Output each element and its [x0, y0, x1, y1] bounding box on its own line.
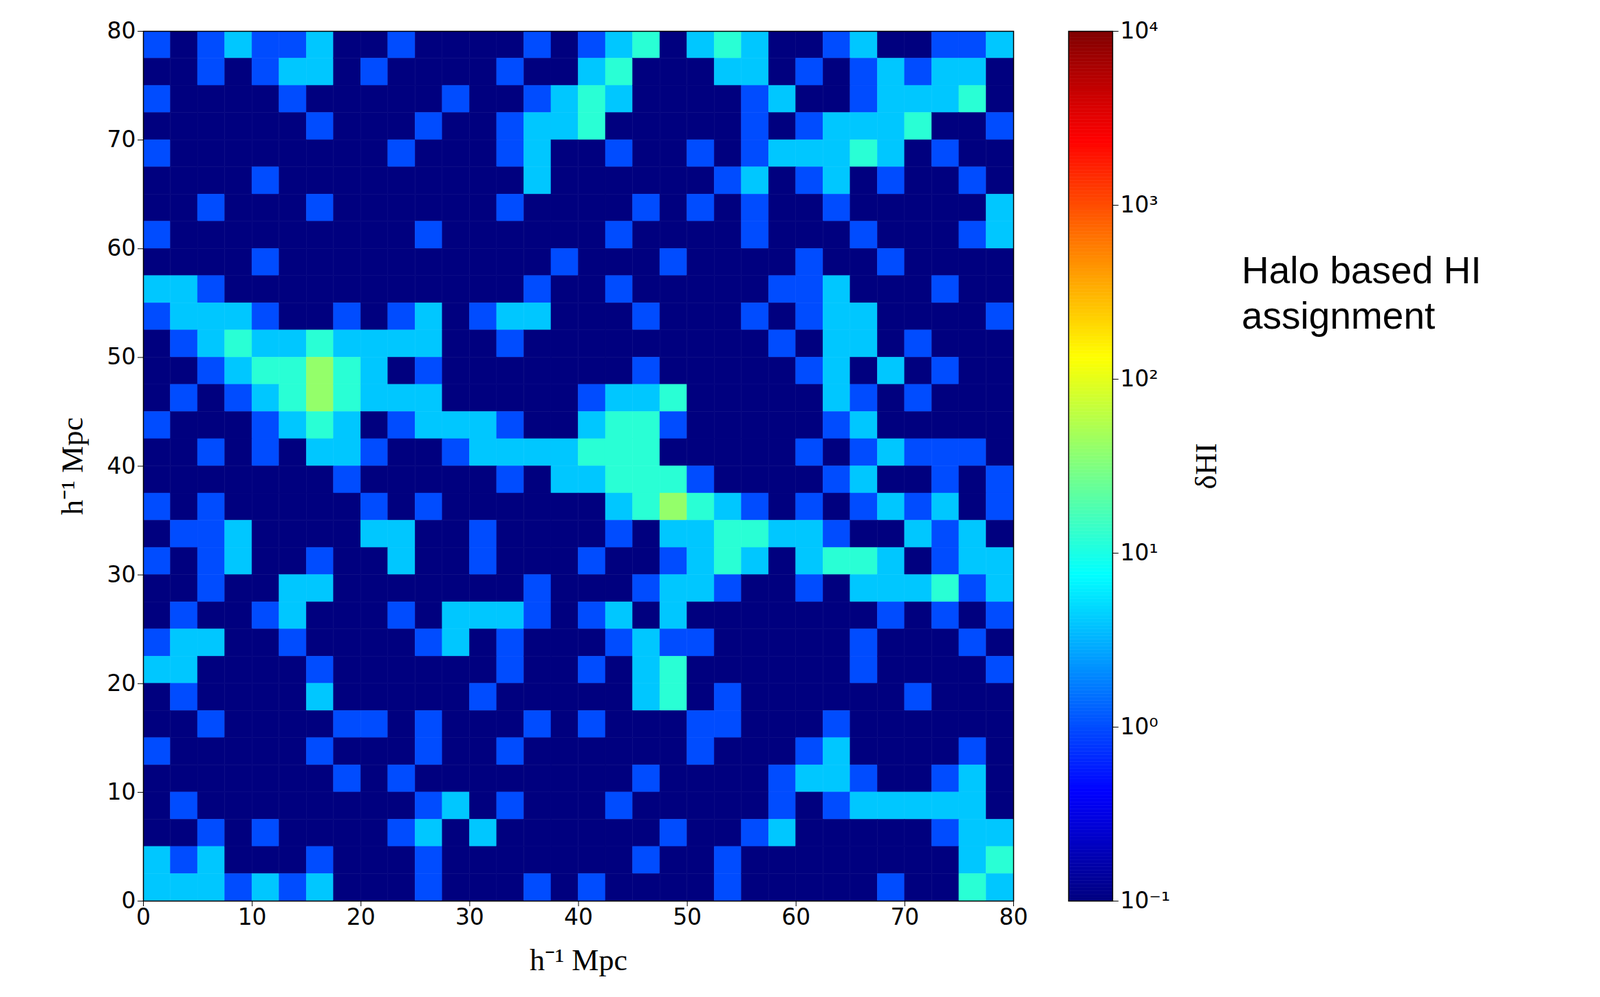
svg-text:80: 80	[107, 17, 137, 45]
svg-text:30: 30	[455, 903, 485, 931]
svg-text:0: 0	[121, 887, 137, 915]
svg-text:10⁴: 10⁴	[1120, 17, 1159, 45]
svg-text:20: 20	[346, 903, 376, 931]
svg-text:10²: 10²	[1120, 365, 1159, 393]
svg-text:h⁻¹ Mpc: h⁻¹ Mpc	[529, 943, 628, 978]
svg-text:70: 70	[890, 903, 920, 931]
svg-text:60: 60	[781, 903, 811, 931]
svg-text:50: 50	[107, 343, 137, 371]
svg-text:40: 40	[107, 452, 137, 480]
svg-text:70: 70	[107, 125, 137, 153]
svg-text:10³: 10³	[1120, 191, 1159, 219]
svg-text:60: 60	[107, 234, 137, 262]
svg-text:10⁰: 10⁰	[1120, 713, 1159, 741]
svg-text:0: 0	[136, 903, 151, 931]
svg-text:10: 10	[238, 903, 267, 931]
svg-text:δHI: δHI	[1189, 442, 1224, 490]
svg-text:80: 80	[999, 903, 1029, 931]
svg-text:10¹: 10¹	[1120, 539, 1159, 567]
svg-text:30: 30	[107, 561, 137, 589]
html-text:Halo based HI assignment: Halo based HI assignment	[1241, 249, 1482, 338]
svg-text:20: 20	[107, 669, 137, 697]
svg-text:40: 40	[564, 903, 593, 931]
svg-text:10⁻¹: 10⁻¹	[1120, 887, 1171, 915]
svg-text:h⁻¹ Mpc: h⁻¹ Mpc	[55, 417, 90, 516]
svg-text:10: 10	[107, 778, 137, 806]
svg-text:50: 50	[672, 903, 702, 931]
